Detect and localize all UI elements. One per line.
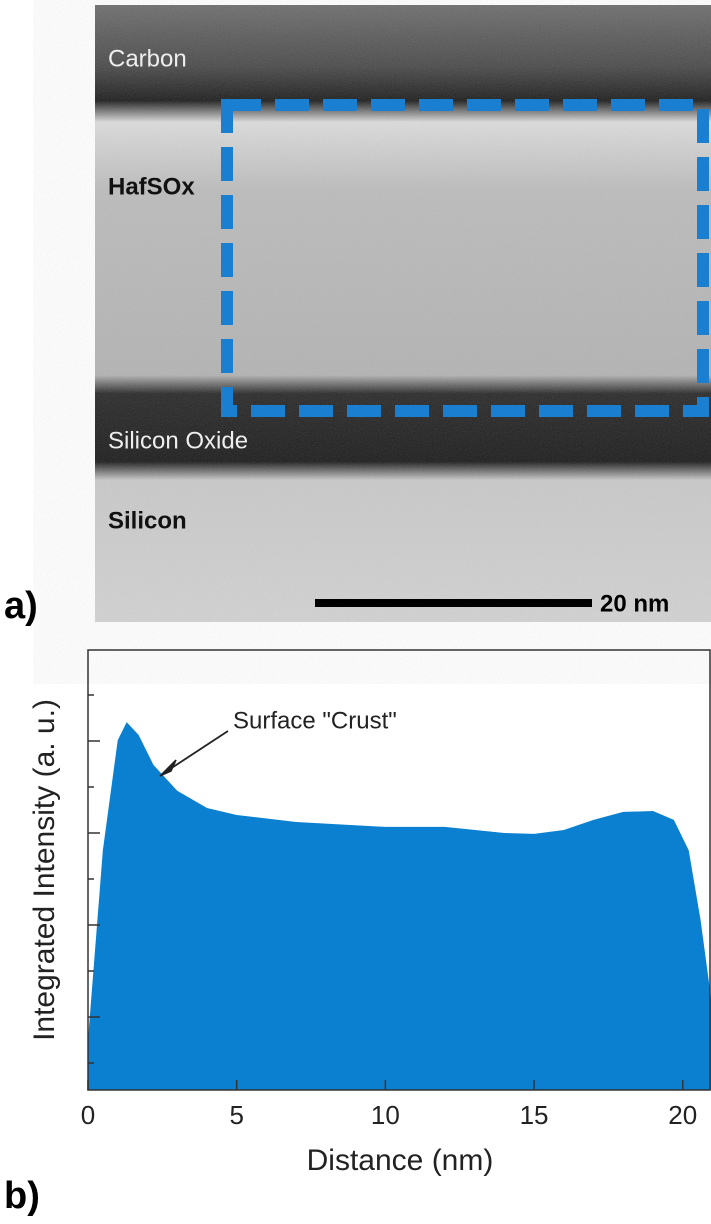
layer-label: HafSOx bbox=[108, 173, 195, 200]
panel-label: b) bbox=[4, 1175, 40, 1217]
x-tick-label: 5 bbox=[229, 1100, 243, 1130]
chart: 0 5 10 15 20 Distance (nm) Integrated Intensit… bbox=[28, 650, 711, 1177]
annotation: Surface "Crust" bbox=[233, 707, 397, 734]
annotation-arrowhead bbox=[160, 760, 176, 776]
figure: Carbon HafSOx Silicon Oxide Silicon 20 n… bbox=[0, 0, 711, 1224]
panel-label: a) bbox=[4, 585, 38, 627]
x-tick-label: 20 bbox=[668, 1100, 697, 1130]
layer-label: Silicon Oxide bbox=[108, 427, 248, 454]
y-axis-title: Integrated Intensity (a. u.) bbox=[28, 699, 61, 1041]
area bbox=[88, 722, 711, 1090]
x-axis-title: Distance (nm) bbox=[307, 1144, 494, 1177]
tem-image: Carbon HafSOx Silicon Oxide Silicon 20 n… bbox=[95, 5, 711, 622]
x-tick-label: 10 bbox=[371, 1100, 400, 1130]
x-tick-label: 15 bbox=[520, 1100, 549, 1130]
layer-label: Silicon bbox=[108, 507, 187, 534]
tem-texture bbox=[95, 5, 711, 622]
layer-label: Carbon bbox=[108, 45, 187, 72]
x-tick-label: 0 bbox=[81, 1100, 95, 1130]
scale-bar-label: 20 nm bbox=[600, 590, 669, 617]
